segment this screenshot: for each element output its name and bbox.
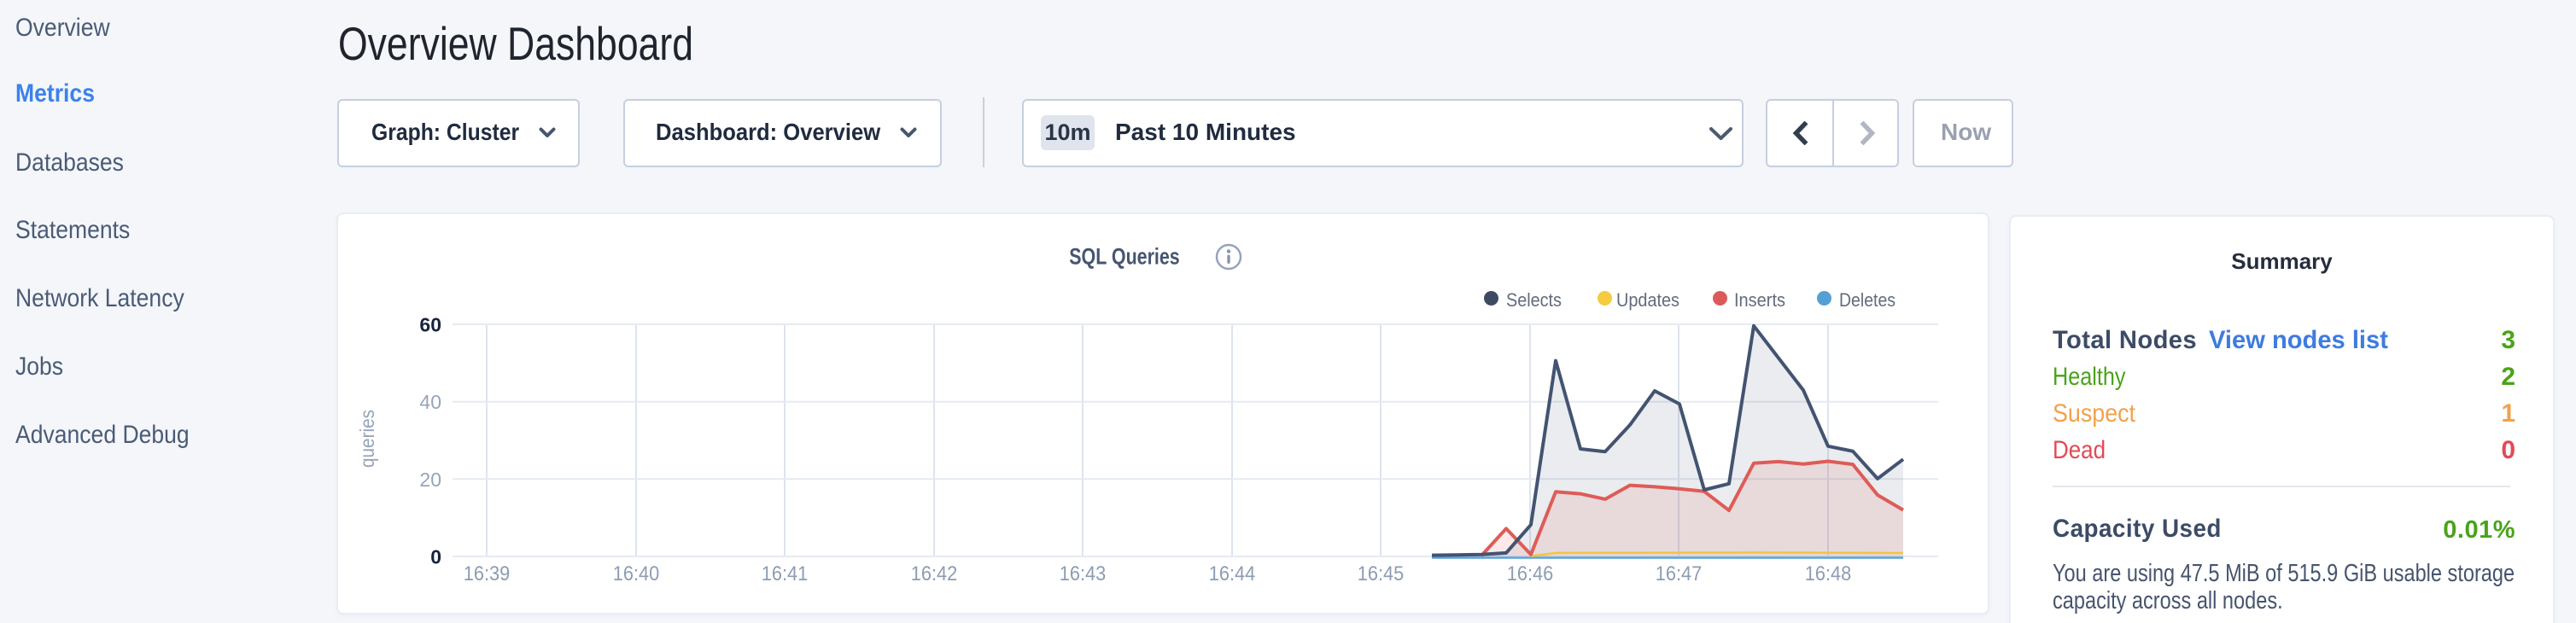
svg-text:16:45: 16:45 (1358, 562, 1405, 585)
svg-text:16:47: 16:47 (1656, 562, 1703, 585)
svg-text:16:42: 16:42 (911, 562, 958, 585)
svg-text:40: 40 (419, 391, 441, 413)
svg-text:20: 20 (419, 469, 441, 491)
svg-text:16:46: 16:46 (1507, 562, 1554, 585)
svg-text:16:39: 16:39 (464, 562, 511, 585)
svg-text:16:43: 16:43 (1060, 562, 1107, 585)
svg-text:queries: queries (356, 410, 378, 468)
svg-text:60: 60 (419, 314, 441, 336)
svg-text:16:40: 16:40 (613, 562, 660, 585)
svg-text:16:41: 16:41 (762, 562, 809, 585)
svg-text:0: 0 (430, 546, 441, 568)
svg-text:16:48: 16:48 (1805, 562, 1852, 585)
svg-text:16:44: 16:44 (1209, 562, 1256, 585)
